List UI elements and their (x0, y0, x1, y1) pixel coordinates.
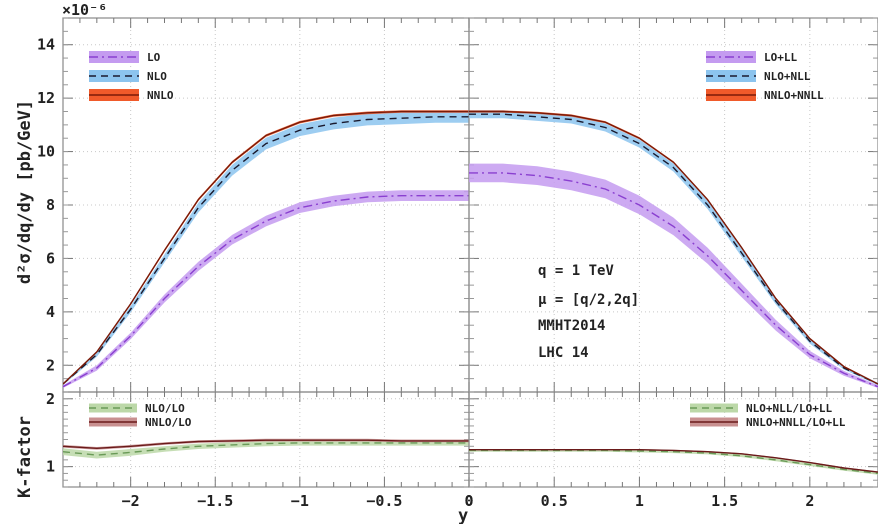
x-tick-label: −0.5 (366, 492, 402, 510)
y-tick-label: 4 (46, 303, 55, 321)
plot-area (63, 110, 469, 388)
y-tick-label: 2 (46, 390, 55, 408)
x-tick-label: −1.5 (197, 492, 233, 510)
exponent-label: ×10⁻⁶ (62, 1, 107, 19)
x-tick-label: 1.5 (711, 492, 738, 510)
x-tick-label: 0.5 (541, 492, 568, 510)
x-tick-label: 1 (635, 492, 644, 510)
y-tick-label: 6 (46, 249, 55, 267)
series-line-nlo (63, 116, 469, 385)
annotation-scale: μ = [q/2,2q] (538, 292, 639, 308)
series-line-nnlo-nnll (469, 110, 878, 385)
annotation-energy: q = 1 TeV (538, 263, 614, 279)
series-line-nlo-nll (469, 113, 878, 385)
series-line-nnlo-lo (63, 439, 469, 450)
x-tick-label: 0 (464, 492, 473, 510)
uncertainty-band-nlo-lo (63, 440, 469, 459)
legend-label-nnlo-lo: NNLO/LO (145, 416, 192, 429)
x-tick-label: −1 (291, 492, 309, 510)
legend-label-nnlo-nnll: NNLO+NNLL (764, 89, 824, 102)
y-tick-label: 10 (37, 143, 55, 161)
legend-label-nlo-nll: NLO+NLL (764, 70, 811, 83)
y-tick-label: 2 (46, 356, 55, 374)
bottom-ylabel: K-factor (15, 416, 35, 498)
x-tick-label: 2 (805, 492, 814, 510)
legend-label-lo: LO (147, 51, 161, 64)
plot-area (469, 449, 878, 475)
legend-label-nnlo: NNLO (147, 89, 174, 102)
y-tick-label: 8 (46, 196, 55, 214)
plot-area (63, 438, 469, 459)
y-tick-label: 14 (37, 36, 55, 54)
series-line-lo-ll (469, 172, 878, 388)
uncertainty-band-nlo-nll-lo-ll (469, 449, 878, 475)
legend-label-nlo: NLO (147, 70, 167, 83)
uncertainty-band-lo-ll (469, 163, 878, 388)
plot-area (469, 110, 878, 388)
legend-label-lo-ll: LO+LL (764, 51, 797, 64)
top-ylabel: d²σ/dq/dy [pb/GeV] (15, 100, 35, 284)
series-line-nnlo-nnll-lo-ll (469, 449, 878, 473)
uncertainty-band-lo (63, 190, 469, 388)
series-line-nlo-nll-lo-ll (469, 449, 878, 475)
uncertainty-band-nnlo-lo (63, 438, 469, 450)
x-tick-label: −2 (122, 492, 140, 510)
series-line-nnlo (63, 110, 469, 385)
uncertainty-band-nlo-nll (469, 110, 878, 386)
series-line-nlo-lo (63, 442, 469, 456)
y-tick-label: 1 (46, 458, 55, 476)
legend-label-nnlo-nnll-lo-ll: NNLO+NNLL/LO+LL (746, 416, 846, 429)
series-line-lo (63, 194, 469, 388)
x-tick-label: 0 (464, 492, 473, 510)
annotation-pdf: MMHT2014 (538, 318, 605, 334)
annotation-collider: LHC 14 (538, 345, 589, 361)
panel-top-left: 2 4 6 8 10 12 14 LO NLO NNLO (37, 17, 470, 393)
legend-label-nlo-nll-lo-ll: NLO+NLL/LO+LL (746, 402, 832, 415)
y-tick-label: 12 (37, 89, 55, 107)
legend-label-nlo-lo: NLO/LO (145, 402, 185, 415)
panel-top-right: LO+LL NLO+NLL NNLO+NNLL (468, 17, 878, 393)
x-axis-label: y (458, 506, 468, 524)
